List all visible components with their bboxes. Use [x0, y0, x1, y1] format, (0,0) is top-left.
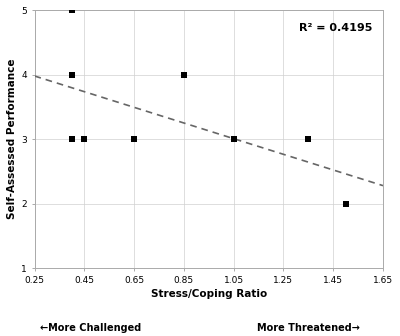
X-axis label: Stress/Coping Ratio: Stress/Coping Ratio	[151, 289, 267, 299]
Point	[69, 8, 75, 13]
Y-axis label: Self-Assessed Performance: Self-Assessed Performance	[7, 59, 17, 219]
Point	[69, 72, 75, 78]
Point	[69, 136, 75, 142]
Text: R² = 0.4195: R² = 0.4195	[299, 23, 372, 33]
Point	[131, 136, 137, 142]
Point	[230, 136, 237, 142]
Point	[342, 201, 349, 206]
Point	[305, 136, 312, 142]
Text: ←More Challenged: ←More Challenged	[40, 323, 141, 333]
Text: More Threatened→: More Threatened→	[257, 323, 360, 333]
Point	[81, 136, 88, 142]
Point	[181, 72, 187, 78]
